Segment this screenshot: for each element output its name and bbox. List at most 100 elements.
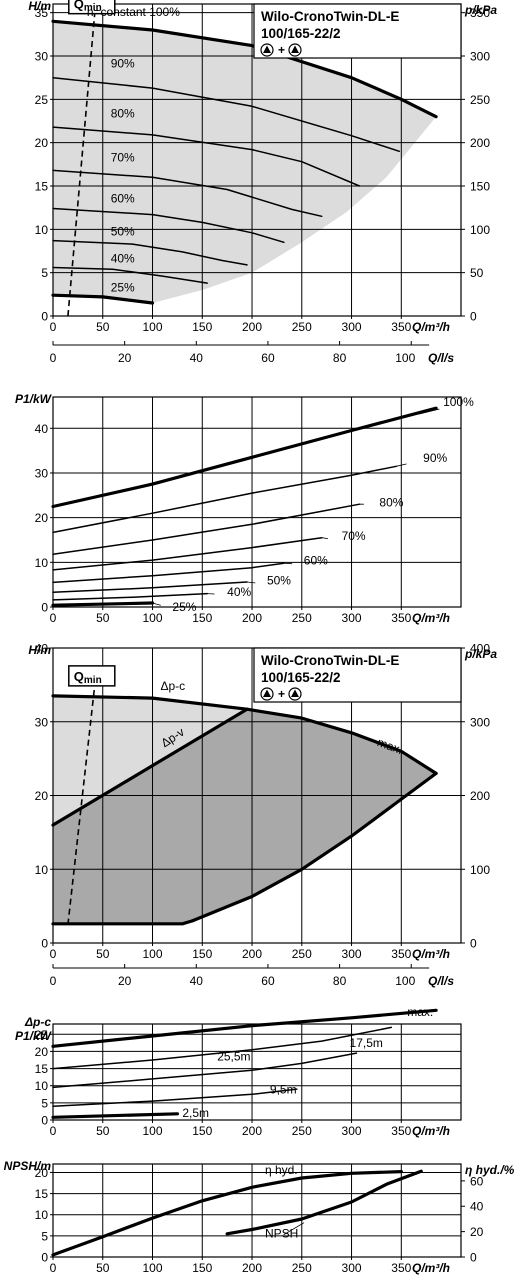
y2-tick-label: 200 [470,789,490,803]
y-tick-label: 25 [35,93,49,107]
series-line-2 [52,1026,393,1070]
product-model: 100/165-22/2 [261,26,341,41]
x-tick-label: 300 [342,611,362,625]
y-tick-label: 40 [35,642,49,656]
y2-tick-label: 100 [470,863,490,877]
x2-tick-label: 60 [261,351,275,365]
series-line-3 [52,1052,358,1089]
x2-tick-label: 80 [333,974,347,988]
x-tick-label: 200 [242,1261,262,1275]
x2-tick-label: 100 [395,974,415,988]
product-name: Wilo-CronoTwin-DL-E [261,653,399,668]
x-tick-label: 50 [96,320,110,334]
x2-tick-label: 40 [190,974,204,988]
x2-tick-label: 20 [118,974,132,988]
series-label: 100% [443,395,474,409]
y-axis-label: H/m [28,643,51,657]
x2-axis-label: Q/l/s [428,974,454,988]
series-line-3 [52,126,361,187]
qmin-box [68,665,116,687]
label-leader [283,562,293,565]
y2-tick-label: 20 [470,1225,484,1239]
y-tick-label: 10 [35,863,49,877]
series-label: 50% [267,574,291,588]
dp-v-area [53,709,437,924]
label-leader [321,537,329,539]
pump-triangle-icon [263,45,271,53]
series-label: 90% [111,56,135,70]
x-tick-label: 150 [192,947,212,961]
x-tick-label: 50 [96,947,110,961]
plus-sign: + [278,687,285,701]
series-label: n=constant 100% [87,5,180,19]
series-line-8 [51,601,155,607]
x-tick-label: 100 [142,320,162,334]
x-tick-label: 0 [50,1124,57,1138]
y2-axis-label: p/kPa [464,647,497,661]
series-label: 60% [111,191,135,205]
series-label: 40% [227,585,251,599]
series-label: 9,5m [270,1082,297,1096]
y2-tick-label: 350 [470,6,490,20]
y-tick-label: 5 [41,1096,48,1110]
series-line-1 [51,19,438,119]
product-model: 100/165-22/2 [261,670,341,685]
y2-tick-label: 150 [470,180,490,194]
series-label: 80% [379,495,403,509]
x-tick-label: 350 [391,1124,411,1138]
x-tick-label: 250 [292,611,312,625]
x-tick-label: 200 [242,1124,262,1138]
y2-axis-label: p/kPa [464,3,497,17]
y-axis-label: NPSH/m [4,1159,52,1173]
y2-tick-label: 300 [470,50,490,64]
x-tick-label: 300 [342,1261,362,1275]
series-label: 17,5m [350,1036,383,1050]
pump-triangle-icon [263,689,271,697]
x-tick-label: 100 [142,611,162,625]
y-tick-label: 20 [35,136,49,150]
y-tick-label: 5 [41,1229,48,1243]
y2-tick-label: 0 [470,937,477,951]
qmin-box [68,0,116,15]
y-tick-label: 15 [35,1062,49,1076]
series-label: 25% [111,281,135,295]
y-tick-label: 0 [41,601,48,615]
label-leader [306,1175,323,1178]
series-line-3 [52,503,361,556]
series-line-6 [52,239,248,266]
qmin-line [67,684,96,925]
series-label: 90% [423,451,447,465]
series-line-2 [51,707,249,827]
series-line-8 [51,293,155,305]
y2-tick-label: 50 [470,266,484,280]
y2-axis-label: η hyd./% [465,1163,515,1177]
y2-tick-label: 100 [470,223,490,237]
series-line-5 [51,1112,179,1119]
y-tick-label: 20 [35,1045,49,1059]
series-label: 25% [172,600,196,614]
series-label: 2,5m [182,1106,209,1120]
x-tick-label: 350 [391,947,411,961]
x-tick-label: 200 [242,320,262,334]
y-tick-label: 15 [35,1187,49,1201]
y2-tick-label: 40 [470,1200,484,1214]
series-label: η hyd. [265,1163,298,1177]
y-tick-label: 20 [35,1166,49,1180]
series-line-5 [52,207,285,244]
y2-tick-label: 250 [470,93,490,107]
series-line-1 [51,406,438,509]
y-tick-label: 0 [41,937,48,951]
series-label: 25,5m [217,1050,250,1064]
x-tick-label: 300 [342,947,362,961]
y-tick-label: 30 [35,466,49,480]
label-leader [395,463,407,467]
y2-tick-label: 300 [470,715,490,729]
qmin-label: Qmin [74,0,102,14]
y-axis-label: Δp-c [24,1015,51,1029]
y-axis-label: P1/kW [15,1029,53,1043]
pump-triangle-icon [291,689,299,697]
y-tick-label: 35 [35,6,49,20]
qmin-line [67,12,96,317]
